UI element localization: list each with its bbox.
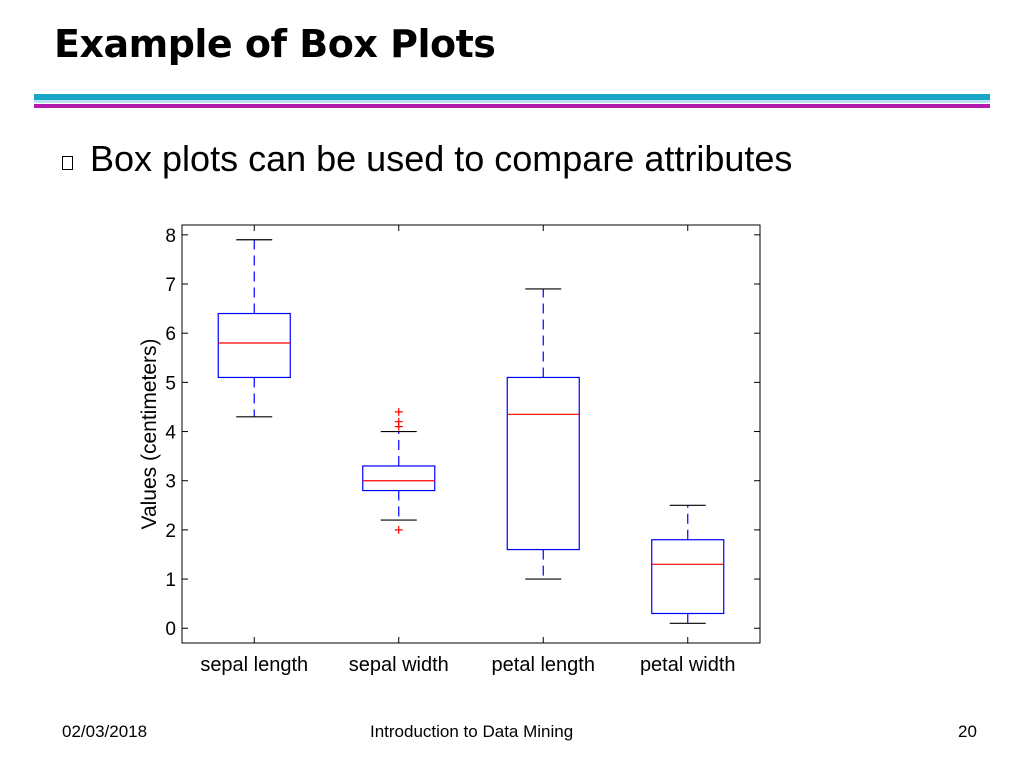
iqr-box	[362, 465, 436, 492]
slide-title: Example of Box Plots	[54, 22, 496, 66]
box-petal-width	[651, 504, 725, 624]
footer-date: 02/03/2018	[62, 722, 148, 741]
title-rule-light	[34, 100, 990, 103]
y-tick-label: 6	[165, 324, 176, 345]
iqr-box	[651, 539, 725, 615]
x-category-label: sepal length	[200, 654, 308, 675]
footer-title: Introduction to Data Mining	[370, 722, 574, 741]
x-category-label: petal width	[640, 654, 736, 675]
y-tick-label: 8	[165, 226, 176, 247]
bullet-text: Box plots can be used to compare attribu…	[90, 138, 793, 179]
bullet-square-icon	[62, 156, 73, 170]
box-petal-length	[506, 288, 580, 580]
outlier-point	[394, 417, 403, 426]
box-sepal-width	[362, 407, 436, 534]
title-rule-purple	[34, 104, 990, 108]
x-category-label: sepal width	[349, 654, 449, 675]
outlier-point	[394, 525, 403, 534]
y-tick-label: 2	[165, 521, 176, 542]
y-tick-label: 7	[165, 275, 176, 296]
box-sepal-length	[217, 239, 291, 418]
y-axis-label: Values (centimeters)	[138, 338, 161, 529]
y-tick-label: 3	[165, 472, 176, 493]
outlier-point	[394, 407, 403, 416]
box-plot-chart: 0 1 2 3 4 5 6 7 8 Values (centimeters) sepal leng…	[138, 224, 761, 675]
y-tick-label: 5	[165, 373, 176, 394]
x-category-label: petal length	[492, 654, 595, 675]
title-rule-teal	[34, 94, 990, 100]
plot-area-frame	[181, 224, 761, 644]
footer-page-number: 20	[958, 722, 977, 741]
iqr-box	[217, 312, 291, 379]
iqr-box	[506, 376, 580, 551]
y-tick-label: 4	[165, 423, 176, 444]
y-tick-label: 0	[165, 619, 176, 640]
y-tick-label: 1	[165, 570, 176, 591]
